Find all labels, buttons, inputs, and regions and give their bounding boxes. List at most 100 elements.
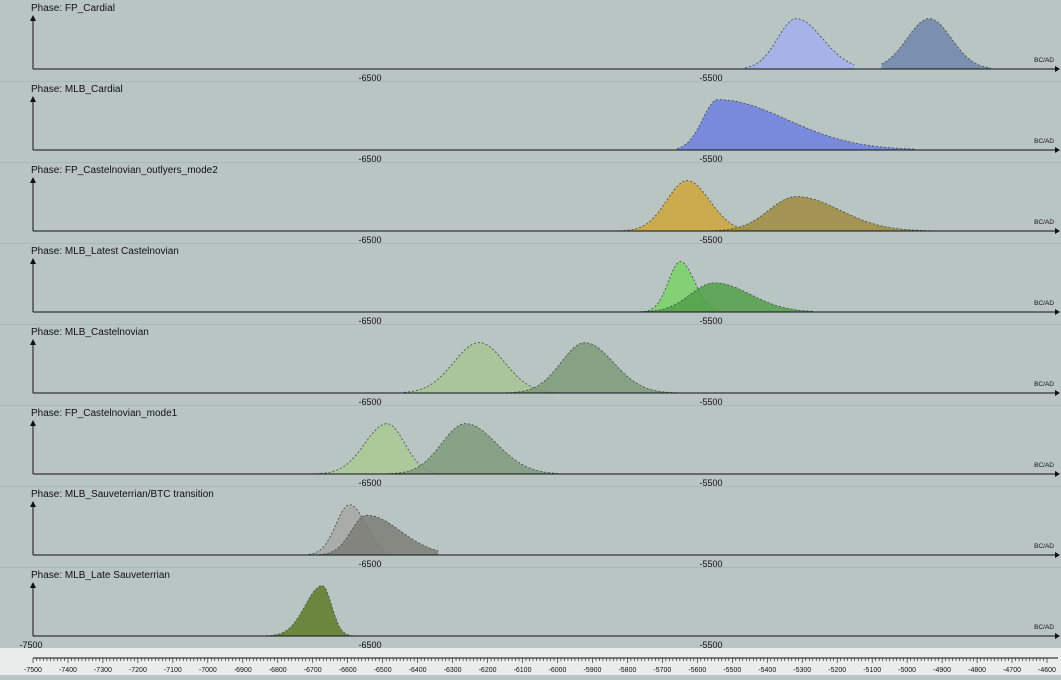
phase-panel: Phase: MLB_Latest Castelnovian BC/AD -6500… [0, 243, 1061, 325]
bottom-tick-label: -7200 [129, 667, 147, 674]
density-area [711, 196, 932, 231]
density-area [404, 342, 557, 393]
phase-panel: Phase: MLB_Castelnovian BC/AD -6500 -5500 [0, 324, 1061, 406]
bottom-tick-label: -7100 [164, 667, 182, 674]
phase-title: Phase: MLB_Castelnovian [31, 327, 149, 338]
y-axis-arrow-icon [30, 15, 36, 21]
bottom-tick-label: -5100 [863, 667, 881, 674]
unit-label: BC/AD [1034, 300, 1054, 307]
y-axis-arrow-icon [30, 582, 36, 588]
density-outline [615, 180, 762, 232]
tick-label: -6500 [358, 640, 381, 648]
density-outline [206, 585, 370, 637]
y-axis-arrow-icon [30, 177, 36, 183]
density-outline [315, 514, 439, 556]
density-area [745, 18, 855, 69]
bottom-tick-label: -4800 [968, 667, 986, 674]
unit-label: BC/AD [1034, 624, 1054, 631]
x-axis-arrow-icon [1055, 552, 1060, 558]
x-axis-arrow-icon [1055, 147, 1060, 153]
phase-title: Phase: FP_Castelnovian_mode1 [31, 408, 178, 419]
y-axis-arrow-icon [30, 420, 36, 426]
bottom-tick-label: -6100 [514, 667, 532, 674]
density-area [206, 585, 370, 636]
bottom-tick-label: -6500 [374, 667, 392, 674]
tick-label: -5500 [699, 154, 722, 162]
bottom-tick-label: -7500 [24, 667, 42, 674]
bottom-tick-label: -4700 [1003, 667, 1021, 674]
bottom-tick-label: -6200 [479, 667, 497, 674]
tick-label: -5500 [699, 478, 722, 486]
phase-plot: BC/AD -6500 -5500 [30, 420, 1060, 486]
unit-label: BC/AD [1034, 219, 1054, 226]
bottom-tick-label: -5800 [618, 667, 636, 674]
density-area [642, 282, 814, 312]
bottom-tick-label: -6700 [304, 667, 322, 674]
bottom-tick-label: -6400 [409, 667, 427, 674]
tick-label: -6500 [358, 478, 381, 486]
phase-panel: Phase: FP_Cardial BC/AD -6500 -5500 [0, 0, 1061, 82]
phase-plot: BC/AD -6500 -5500 [30, 258, 1060, 324]
density-outline [636, 261, 718, 313]
bottom-tick-label: -5700 [653, 667, 671, 674]
density-outline [506, 342, 677, 394]
density-outline [881, 18, 991, 69]
x-axis-arrow-icon [1055, 390, 1060, 396]
phase-title: Phase: FP_Cardial [31, 3, 115, 14]
bottom-tick-label: -5400 [758, 667, 776, 674]
phase-panel: Phase: FP_Castelnovian_outlyers_mode2 BC/… [0, 162, 1061, 244]
y-axis-arrow-icon [30, 339, 36, 345]
bottom-tick-label: -6300 [444, 667, 462, 674]
density-area [506, 342, 677, 393]
bottom-tick-label: -5300 [793, 667, 811, 674]
bottom-tick-label: -5200 [828, 667, 846, 674]
bottom-tick-label: -4600 [1038, 667, 1056, 674]
unit-label: BC/AD [1034, 138, 1054, 145]
density-area [615, 180, 762, 231]
tick-label: -6500 [358, 316, 381, 324]
phase-panel: Phase: MLB_Late Sauveterrian BC/AD -7500 -6… [0, 567, 1061, 649]
density-outline [642, 282, 814, 313]
bottom-tick-label: -7000 [199, 667, 217, 674]
tick-label: -6500 [358, 559, 381, 567]
phase-title: Phase: FP_Castelnovian_outlyers_mode2 [31, 165, 218, 176]
density-outline [387, 423, 558, 475]
tick-label: -5500 [699, 73, 722, 81]
phase-panel: Phase: MLB_Sauveterrian/BTC transition BC… [0, 486, 1061, 568]
tick-label: -6500 [358, 73, 381, 81]
x-axis-arrow-icon [1055, 471, 1060, 477]
tick-label: -6500 [358, 154, 381, 162]
density-outline [308, 423, 439, 475]
tick-label: -6500 [358, 397, 381, 405]
bottom-tick-label: -7300 [94, 667, 112, 674]
phase-title: Phase: MLB_Late Sauveterrian [31, 570, 170, 581]
density-outline [745, 18, 855, 69]
tick-label: -7500 [19, 640, 42, 648]
bottom-tick-label: -6800 [269, 667, 287, 674]
tick-label: -5500 [699, 316, 722, 324]
bottom-tick-label: -5000 [898, 667, 916, 674]
density-outline [711, 196, 932, 232]
phase-title: Phase: MLB_Sauveterrian/BTC transition [31, 489, 214, 500]
tick-label: -5500 [699, 640, 722, 648]
bottom-tick-label: -6900 [234, 667, 252, 674]
bottom-tick-label: -4900 [933, 667, 951, 674]
tick-label: -5500 [699, 235, 722, 243]
x-axis-arrow-icon [1055, 66, 1060, 72]
density-outline [676, 99, 916, 150]
density-area [676, 99, 916, 150]
tick-label: -5500 [699, 397, 722, 405]
bottom-tick-label: -7400 [59, 667, 77, 674]
bottom-tick-label: -5500 [723, 667, 741, 674]
phase-plot: BC/AD -6500 -5500 [30, 501, 1060, 567]
phase-plot: BC/AD -6500 -5500 [30, 339, 1060, 405]
bottom-year-axis: -7500 -7400 -7300 -7200 -7100 -7000 -6900 -6800… [0, 648, 1061, 675]
unit-label: BC/AD [1034, 381, 1054, 388]
phase-title: Phase: MLB_Latest Castelnovian [31, 246, 179, 257]
bottom-tick-label: -5600 [688, 667, 706, 674]
bottom-tick-label: -6600 [339, 667, 357, 674]
x-axis-arrow-icon [1055, 309, 1060, 315]
density-area [308, 423, 439, 474]
phase-panel: Phase: FP_Castelnovian_mode1 BC/AD -6500 -5… [0, 405, 1061, 487]
x-axis-arrow-icon [1055, 633, 1060, 639]
